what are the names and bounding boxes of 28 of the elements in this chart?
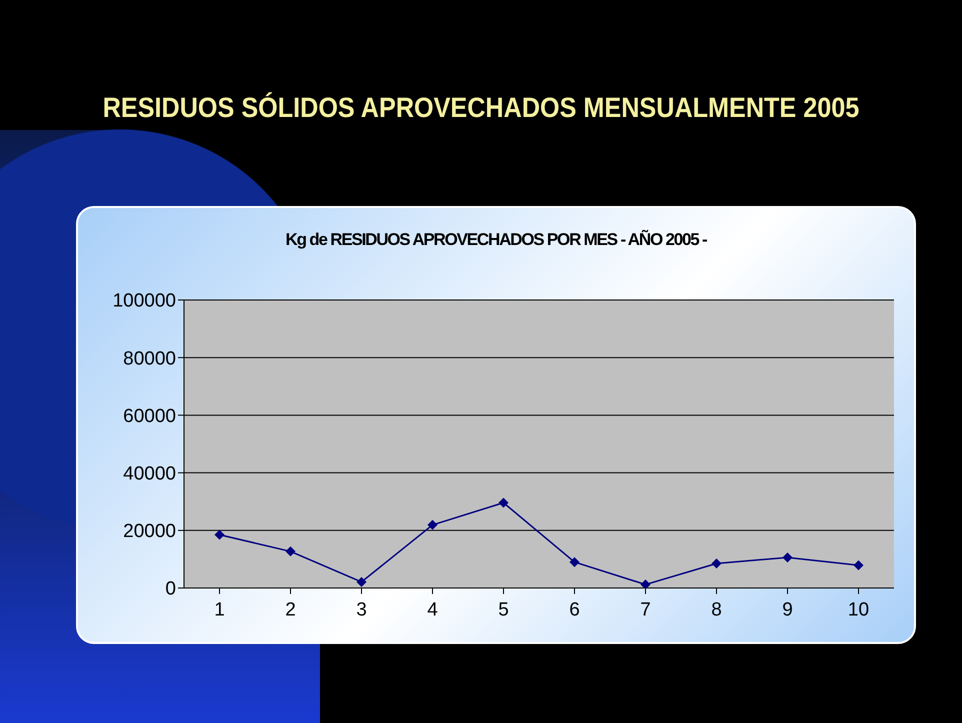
x-tick-label: 9 [782,599,793,620]
point [782,552,792,562]
point [428,520,438,530]
point [570,557,580,568]
point [498,498,508,508]
y-tick-label: 0 [165,578,176,600]
chart-title: RESIDUOS SÓLIDOS APROVECHADOS MENSUALMENTE 2005 [102,92,860,124]
x-tick-label: 10 [848,599,870,620]
y-tick-label: 60000 [123,406,176,427]
point [854,560,864,570]
x-tick-label: 2 [285,599,296,620]
x-tick-label: 6 [569,599,580,620]
x-tick-label: 8 [711,599,722,620]
point [640,580,650,588]
point [214,530,224,540]
x-tick-label: 5 [498,599,509,620]
point [356,576,366,587]
y-tick-label: 80000 [123,348,176,370]
y-tick-label: 40000 [123,464,176,485]
point [712,558,722,569]
point [286,546,296,556]
x-tick-label: 3 [356,599,367,620]
y-tick-label: 100000 [112,290,176,312]
y-tick-label: 20000 [123,521,176,542]
x-tick-label: 4 [427,599,438,620]
x-tick-label: 7 [640,599,651,620]
chart-subtitle: Kg de RESIDUOS APROVECHADOS POR MES - AÑO 2005 - [284,230,708,250]
x-tick-label: 1 [214,599,225,620]
